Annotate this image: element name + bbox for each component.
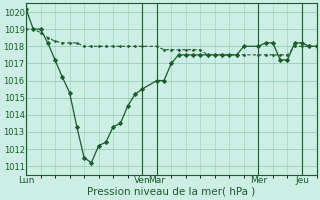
X-axis label: Pression niveau de la mer( hPa ): Pression niveau de la mer( hPa ) (87, 187, 255, 197)
